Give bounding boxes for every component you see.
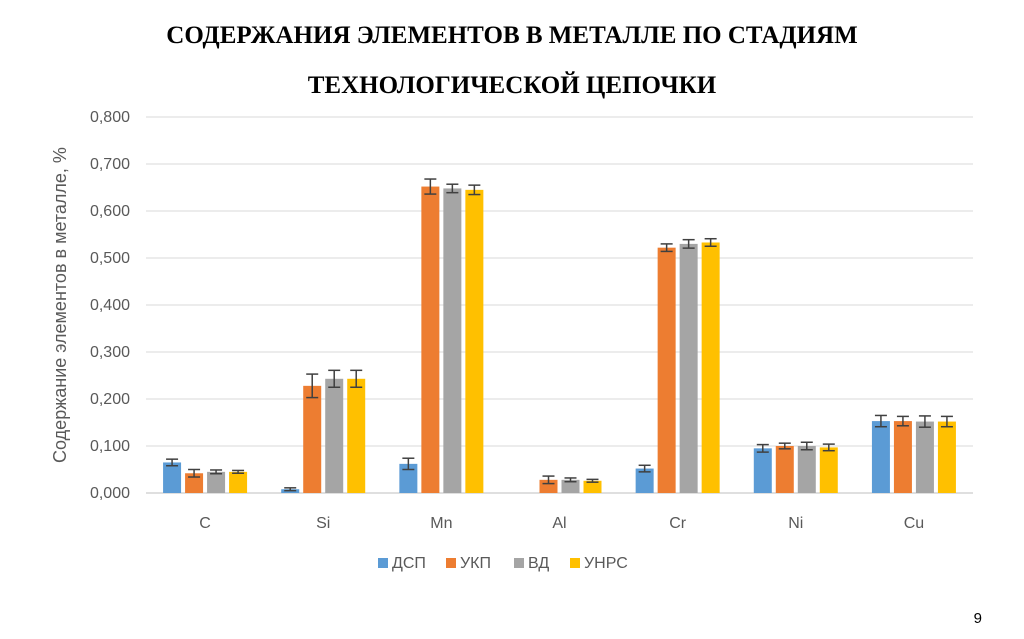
error-bar-mn-series-1 <box>424 178 437 195</box>
error-bar-mn-series-3 <box>468 184 481 196</box>
error-bar-c-series-1 <box>188 468 201 478</box>
x-category-label: Al <box>552 515 566 532</box>
y-tick-label: 0,800 <box>90 109 130 126</box>
y-tick-label: 0,700 <box>90 156 130 173</box>
legend-swatch <box>514 558 524 568</box>
bar-ni-series-3 <box>819 447 838 493</box>
bar-cu-series-3 <box>937 421 956 493</box>
x-category-label: C <box>199 515 211 532</box>
legend-label: ВД <box>528 555 549 572</box>
x-category-label: Cr <box>669 515 687 532</box>
x-category-label: Mn <box>430 515 452 532</box>
y-tick-label: 0,600 <box>90 203 130 220</box>
grid-lines <box>146 116 973 494</box>
error-bar-ni-series-2 <box>800 441 813 451</box>
bar-si-series-1 <box>303 385 322 493</box>
error-bar-si-series-0 <box>284 487 297 492</box>
error-bar-ni-series-1 <box>778 442 791 450</box>
error-bar-mn-series-0 <box>402 457 415 471</box>
legend-label: УКП <box>460 555 491 572</box>
y-tick-label: 0,500 <box>90 250 130 267</box>
bar-mn-series-1 <box>421 186 440 493</box>
x-category-label: Ni <box>788 515 803 532</box>
y-tick-label: 0,000 <box>90 485 130 502</box>
error-bar-cr-series-3 <box>704 237 717 247</box>
error-bar-si-series-2 <box>328 369 341 388</box>
x-category-label: Si <box>316 515 330 532</box>
error-bar-ni-series-0 <box>756 443 769 453</box>
bar-mn-series-3 <box>465 189 484 493</box>
bar-cr-series-2 <box>679 243 698 493</box>
error-bar-c-series-0 <box>166 458 179 467</box>
bar-cr-series-1 <box>657 247 676 493</box>
error-bar-al-series-3 <box>586 478 599 483</box>
bar-c-series-2 <box>207 471 226 493</box>
bar-mn-series-0 <box>399 463 418 493</box>
legend-label: ДСП <box>392 555 426 572</box>
error-bar-cu-series-2 <box>918 415 931 428</box>
error-bar-cr-series-2 <box>682 238 695 249</box>
error-bar-si-series-3 <box>350 369 363 388</box>
error-bar-c-series-3 <box>232 469 245 475</box>
bar-c-series-1 <box>185 473 204 493</box>
bar-cu-series-2 <box>915 421 934 493</box>
bar-cr-series-3 <box>701 242 720 493</box>
bar-ni-series-2 <box>797 446 816 493</box>
slide-title-line-2: ТЕХНОЛОГИЧЕСКОЙ ЦЕПОЧКИ <box>307 72 717 99</box>
bar-cu-series-1 <box>893 421 912 493</box>
legend-item: УКП <box>446 555 491 572</box>
y-tick-label: 0,100 <box>90 438 130 455</box>
bar-al-series-3 <box>583 480 602 493</box>
bar-si-series-3 <box>347 378 366 493</box>
legend-item: ВД <box>514 555 549 572</box>
bar-c-series-0 <box>163 462 182 493</box>
error-bar-si-series-1 <box>306 373 319 399</box>
error-bar-c-series-2 <box>210 469 223 475</box>
bar-mn-series-2 <box>443 188 462 493</box>
x-axis-categories: C Si Mn Al Cr Ni Cu <box>199 515 924 532</box>
error-bar-ni-series-3 <box>822 443 835 452</box>
bar-cr-series-0 <box>635 468 654 493</box>
y-axis-title: Содержание элементов в металле, % <box>50 147 70 463</box>
legend-label: УНРС <box>584 555 628 572</box>
bar-ni-series-0 <box>753 448 772 493</box>
legend: ДСП УКП ВД УНРС <box>378 555 628 572</box>
y-axis-ticks: 0,000 0,100 0,200 0,300 0,400 0,500 0,600 0,700… <box>90 109 130 502</box>
y-tick-label: 0,200 <box>90 391 130 408</box>
y-tick-label: 0,400 <box>90 297 130 314</box>
legend-swatch <box>446 558 456 568</box>
error-bar-al-series-2 <box>564 477 577 483</box>
error-bar-cr-series-1 <box>660 243 673 253</box>
bar-c-series-3 <box>229 471 248 493</box>
bar-al-series-2 <box>561 479 580 493</box>
legend-swatch <box>378 558 388 568</box>
error-bar-cr-series-0 <box>638 464 651 473</box>
error-bar-mn-series-2 <box>446 183 459 194</box>
error-bar-cu-series-0 <box>874 414 887 428</box>
y-tick-label: 0,300 <box>90 344 130 361</box>
slide-title-line-1: СОДЕРЖАНИЯ ЭЛЕМЕНТОВ В МЕТАЛЛЕ ПО СТАДИЯ… <box>166 22 858 49</box>
legend-item: ДСП <box>378 555 426 572</box>
bar-si-series-2 <box>325 378 344 493</box>
bar-cu-series-0 <box>871 421 890 493</box>
page-number: 9 <box>973 610 982 627</box>
legend-item: УНРС <box>570 555 628 572</box>
error-bar-cu-series-1 <box>896 415 909 427</box>
error-bar-cu-series-3 <box>940 415 953 428</box>
bar-ni-series-1 <box>775 446 794 493</box>
error-bars <box>166 178 953 492</box>
error-bar-al-series-1 <box>542 475 555 485</box>
x-category-label: Cu <box>904 515 924 532</box>
bars <box>163 186 956 493</box>
legend-swatch <box>570 558 580 568</box>
